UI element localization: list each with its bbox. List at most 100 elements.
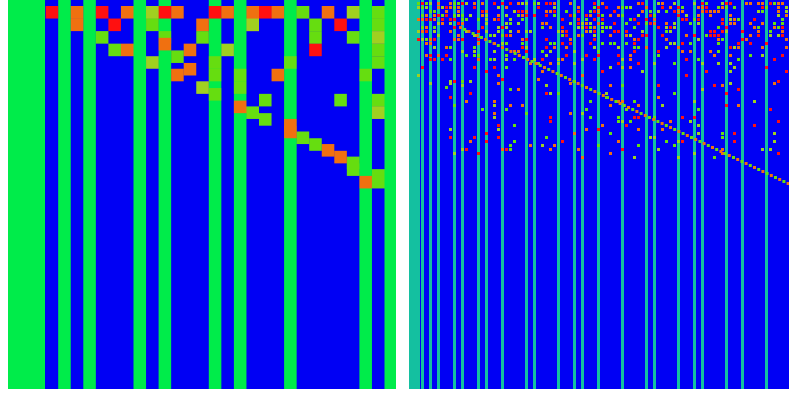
speck: [437, 14, 440, 17]
speck: [713, 34, 716, 37]
stripe: [477, 0, 480, 389]
speck: [617, 14, 620, 17]
speck: [565, 10, 568, 13]
speck: [701, 88, 704, 91]
speck: [601, 30, 604, 33]
speck: [645, 6, 648, 9]
diagonal-dot: [694, 138, 698, 141]
diagonal-dot: [463, 28, 467, 31]
speck: [669, 120, 672, 123]
speck: [517, 2, 520, 5]
speck: [753, 100, 756, 103]
speck: [761, 148, 764, 151]
speck: [765, 66, 768, 69]
speck: [785, 46, 788, 49]
speck: [593, 18, 596, 21]
speck: [657, 10, 660, 13]
speck: [621, 6, 624, 9]
speck: [477, 152, 480, 155]
speck: [781, 34, 784, 37]
diagonal-dot: [677, 130, 681, 133]
speck: [429, 38, 432, 41]
speck: [761, 46, 764, 49]
speck: [441, 6, 444, 9]
speck: [645, 22, 648, 25]
diagonal-dot: [643, 114, 647, 117]
speck: [617, 116, 620, 119]
speck: [785, 6, 788, 9]
speck: [609, 42, 612, 45]
stripe: [645, 0, 648, 389]
speck: [581, 22, 584, 25]
cell-diagonal: [334, 150, 347, 164]
speck: [557, 30, 560, 33]
speck: [665, 140, 668, 143]
speck: [705, 34, 708, 37]
cell-diagonal: [359, 175, 372, 189]
speck: [721, 38, 724, 41]
diagonal-dot: [530, 60, 534, 63]
speck: [521, 14, 524, 17]
diagonal-dot: [538, 64, 542, 67]
cell-lime: [296, 131, 310, 145]
speck: [621, 148, 624, 151]
speck: [629, 6, 632, 9]
speck: [481, 14, 484, 17]
speck: [617, 140, 620, 143]
diagonal-dot: [753, 166, 756, 169]
cell-yellow-green: [146, 6, 159, 19]
speck: [473, 2, 476, 5]
speck: [641, 70, 644, 73]
cell-diagonal: [259, 113, 272, 126]
speck: [573, 132, 576, 135]
diagonal-dot: [748, 164, 752, 167]
speck: [433, 38, 436, 41]
speck: [725, 2, 728, 5]
stripe-wide: [409, 0, 417, 389]
cell-orange: [271, 6, 285, 19]
speck: [517, 50, 520, 53]
speck: [709, 50, 712, 53]
speck: [449, 30, 452, 33]
speck: [705, 70, 708, 73]
speck: [617, 30, 620, 33]
speck: [617, 6, 620, 9]
speck: [473, 6, 476, 9]
cell-yellow-green: [196, 81, 209, 94]
speck: [433, 46, 436, 49]
cell-red: [259, 6, 272, 19]
speck: [509, 144, 512, 147]
diagonal-dot: [601, 94, 605, 97]
speck: [721, 30, 724, 33]
speck: [457, 38, 460, 41]
speck: [697, 108, 700, 111]
speck: [697, 6, 700, 9]
speck: [741, 38, 744, 41]
diagonal-dot: [572, 80, 576, 83]
speck: [673, 62, 676, 65]
speck: [633, 50, 636, 53]
speck: [497, 82, 500, 85]
speck: [453, 18, 456, 21]
speck: [449, 22, 452, 25]
diagonal-dot: [593, 90, 597, 93]
speck: [673, 10, 676, 13]
speck: [449, 46, 452, 49]
cell-diagonal: [284, 125, 297, 139]
speck: [477, 30, 480, 33]
speck: [609, 26, 612, 29]
speck: [777, 152, 780, 155]
speck: [621, 14, 624, 17]
speck: [757, 26, 760, 29]
speck: [517, 10, 520, 13]
speck: [593, 46, 596, 49]
speck: [585, 30, 588, 33]
stripe-wide: [8, 0, 45, 389]
diagonal-dot: [547, 68, 551, 71]
speck: [709, 14, 712, 17]
stripe: [701, 0, 704, 389]
speck: [581, 156, 584, 159]
speck: [521, 46, 524, 49]
speck: [781, 54, 784, 57]
speck: [621, 100, 624, 103]
